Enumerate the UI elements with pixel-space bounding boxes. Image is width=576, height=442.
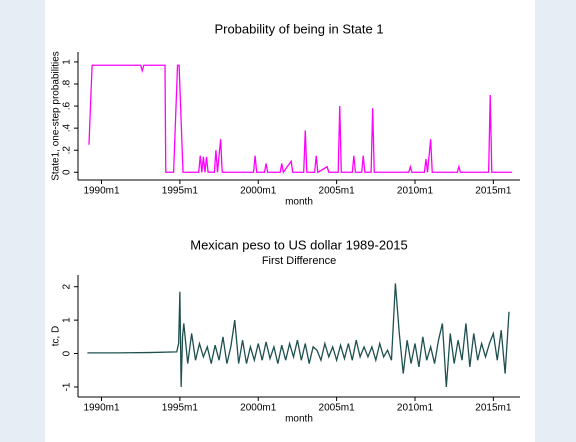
x-tick-label: 2015m1 xyxy=(475,186,512,197)
x-tick-label: 2010m1 xyxy=(397,403,434,414)
x-tick-label: 1990m1 xyxy=(83,403,120,414)
graph-region xyxy=(45,0,535,442)
x-tick-label: 2000m1 xyxy=(240,186,277,197)
y-tick-label: 0 xyxy=(62,350,73,356)
y-tick-label: 0 xyxy=(62,169,73,175)
data-line xyxy=(87,283,510,388)
y-tick-label: .6 xyxy=(62,101,73,110)
y-tick-label: 2 xyxy=(62,283,73,289)
x-tick-label: 2005m1 xyxy=(319,403,356,414)
x-tick-label: 1990m1 xyxy=(83,186,120,197)
x-axis-label: month xyxy=(285,414,313,425)
y-tick-label: 1 xyxy=(62,59,73,65)
chart-title: Probability of being in State 1 xyxy=(214,21,383,36)
chart-title: Mexican peso to US dollar 1989-2015 xyxy=(190,237,408,252)
x-tick-label: 2010m1 xyxy=(397,186,434,197)
x-tick-label: 1995m1 xyxy=(162,186,199,197)
y-tick-label: .8 xyxy=(62,79,73,88)
y-axis-label: tc, D xyxy=(51,326,62,347)
x-tick-label: 1995m1 xyxy=(162,403,199,414)
y-tick-label: .2 xyxy=(62,146,73,155)
x-tick-label: 2005m1 xyxy=(319,186,356,197)
y-tick-label: 1 xyxy=(62,317,73,323)
x-tick-label: 2000m1 xyxy=(240,403,277,414)
x-tick-label: 2015m1 xyxy=(475,403,512,414)
y-axis-label: State1, one-step probabilities xyxy=(51,51,62,181)
y-tick-label: -1 xyxy=(62,382,73,391)
data-line xyxy=(88,64,513,174)
chart-subtitle: First Difference xyxy=(262,255,336,267)
y-tick-label: .4 xyxy=(62,124,73,133)
x-axis-label: month xyxy=(285,197,313,208)
